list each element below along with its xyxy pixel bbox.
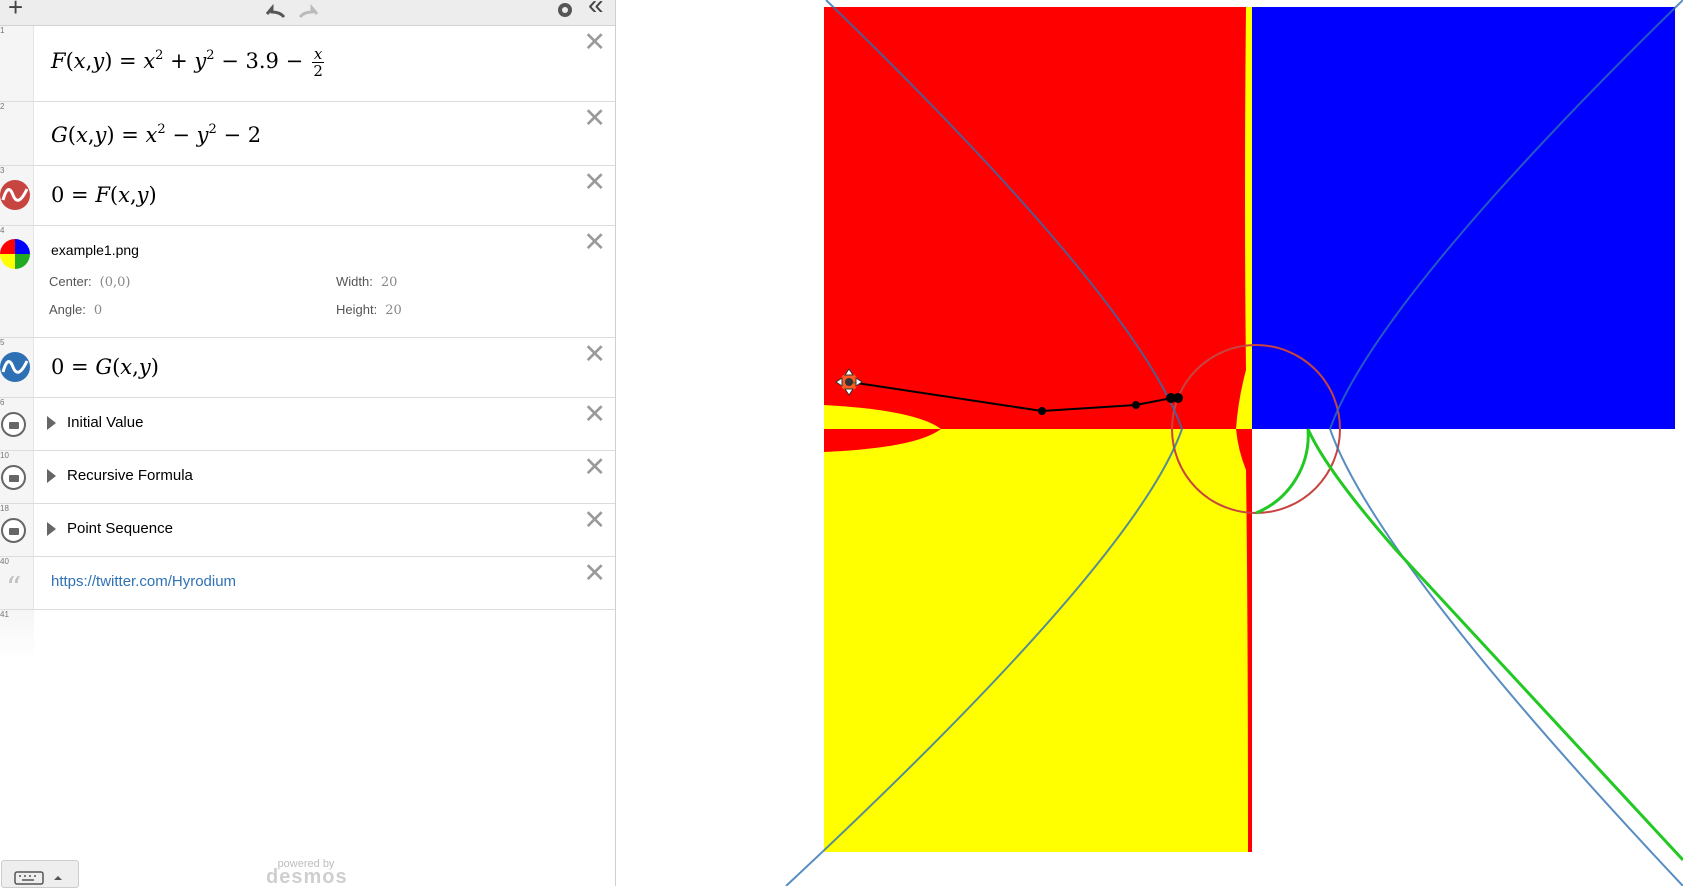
row-index: 18 <box>0 504 9 513</box>
delete-expression-button[interactable]: ✕ <box>583 505 606 535</box>
delete-expression-button[interactable]: ✕ <box>583 27 606 57</box>
note-row[interactable]: 40 “ https://twitter.com/Hyrodium ✕ <box>0 557 615 610</box>
image-filename: example1.png <box>51 242 139 258</box>
curve-color-icon[interactable] <box>0 180 30 210</box>
folder-title[interactable]: Recursive Formula <box>67 467 193 484</box>
expression-row-2[interactable]: 2 G(x,y) = x2 − y2 − 2 ✕ <box>0 102 615 166</box>
row-gutter: 40 “ <box>0 557 34 609</box>
expression-G-implicit[interactable]: 0 = G(x,y) <box>51 355 159 379</box>
row-index: 10 <box>0 451 9 460</box>
initial-point-handle[interactable] <box>835 368 863 396</box>
folder-icon[interactable] <box>1 518 26 543</box>
sequence-point[interactable] <box>1038 407 1046 415</box>
width-label: Width: <box>336 274 373 289</box>
green-curve <box>1306 428 1683 862</box>
image-color-icon[interactable] <box>0 239 30 269</box>
row-gutter: 18 <box>0 504 34 556</box>
sequence-point[interactable] <box>1132 401 1140 409</box>
expression-G-definition[interactable]: G(x,y) = x2 − y2 − 2 <box>51 122 262 147</box>
sequence-point[interactable] <box>1166 393 1176 403</box>
gear-icon[interactable] <box>555 0 575 23</box>
delete-expression-button[interactable]: ✕ <box>583 558 606 588</box>
row-index: 6 <box>0 398 5 407</box>
folder-icon[interactable] <box>1 412 26 437</box>
curve-F-green-arc <box>1255 428 1310 515</box>
keyboard-toggle-button[interactable] <box>1 860 79 888</box>
folder-icon[interactable] <box>1 465 26 490</box>
row-index: 5 <box>0 338 5 347</box>
image-center-prop[interactable]: Center: (0,0) <box>49 274 130 290</box>
empty-expression-row[interactable]: 41 <box>0 610 615 660</box>
row-index: 4 <box>0 226 5 235</box>
twitter-link[interactable]: https://twitter.com/Hyrodium <box>51 573 237 590</box>
delete-expression-button[interactable]: ✕ <box>583 167 606 197</box>
row-gutter: 6 <box>0 398 34 450</box>
row-index: 3 <box>0 166 5 175</box>
yellow-sliver <box>1236 7 1252 429</box>
folder-recursive-formula[interactable]: 10 Recursive Formula ✕ <box>0 451 615 504</box>
folder-point-sequence[interactable]: 18 Point Sequence ✕ <box>0 504 615 557</box>
red-sliver <box>1236 429 1252 852</box>
expand-folder-icon[interactable] <box>47 469 56 483</box>
red-tongue-inner <box>824 429 941 452</box>
add-expression-button[interactable]: + <box>8 0 24 22</box>
powered-by-text: powered by <box>277 858 335 870</box>
expression-F-implicit[interactable]: 0 = F(x,y) <box>51 183 157 207</box>
row-index: 40 <box>0 557 9 566</box>
delete-expression-button[interactable]: ✕ <box>583 452 606 482</box>
row-gutter: 41 <box>0 610 34 660</box>
delete-expression-button[interactable]: ✕ <box>583 103 606 133</box>
row-gutter: 4 <box>0 226 34 337</box>
note-quote-icon: “ <box>6 571 22 606</box>
row-gutter: 2 <box>0 102 34 165</box>
delete-expression-button[interactable]: ✕ <box>583 339 606 369</box>
redo-icon[interactable] <box>298 0 320 22</box>
row-index: 41 <box>0 610 9 619</box>
folder-title[interactable]: Point Sequence <box>67 520 173 537</box>
folder-title[interactable]: Initial Value <box>67 414 144 431</box>
expand-folder-icon[interactable] <box>47 522 56 536</box>
desmos-logo: desmos <box>266 866 348 888</box>
image-width-prop[interactable]: Width: 20 <box>336 274 397 290</box>
undo-icon[interactable] <box>264 0 286 22</box>
image-height-prop[interactable]: Height: 20 <box>336 302 402 318</box>
angle-label: Angle: <box>49 302 86 317</box>
curve-G-right-branch <box>1328 0 1683 887</box>
expand-folder-icon[interactable] <box>47 416 56 430</box>
row-index: 1 <box>0 26 5 35</box>
red-region <box>824 7 1252 429</box>
width-value[interactable]: 20 <box>380 275 398 290</box>
curve-color-icon[interactable] <box>0 352 30 382</box>
row-gutter: 1 <box>0 26 34 101</box>
image-angle-prop[interactable]: Angle: 0 <box>49 302 102 318</box>
delete-expression-button[interactable]: ✕ <box>583 399 606 429</box>
delete-expression-button[interactable]: ✕ <box>583 227 606 257</box>
expression-row-3[interactable]: 3 0 = F(x,y) ✕ <box>0 166 615 226</box>
collapse-panel-button[interactable]: « <box>588 0 604 20</box>
folder-initial-value[interactable]: 6 Initial Value ✕ <box>0 398 615 451</box>
powered-by-desmos: powered by desmos <box>266 858 348 888</box>
graph-canvas[interactable] <box>616 0 1683 887</box>
expression-row-5[interactable]: 5 0 = G(x,y) ✕ <box>0 338 615 398</box>
center-value[interactable]: (0,0) <box>99 275 131 290</box>
sequence-point[interactable] <box>1173 393 1183 403</box>
row-index: 2 <box>0 102 5 111</box>
center-label: Center: <box>49 274 92 289</box>
angle-value[interactable]: 0 <box>93 303 103 318</box>
row-gutter: 3 <box>0 166 34 225</box>
row-gutter: 10 <box>0 451 34 503</box>
curve-G-left-branch <box>785 0 1184 887</box>
keyboard-icon <box>14 871 62 885</box>
height-label: Height: <box>336 302 378 317</box>
expression-toolbar: + « <box>0 0 615 26</box>
height-value[interactable]: 20 <box>385 303 402 318</box>
row-gutter: 5 <box>0 338 34 397</box>
expression-row-4-image[interactable]: 4 example1.png Center: (0,0) Width: 20 Ang… <box>0 226 615 338</box>
